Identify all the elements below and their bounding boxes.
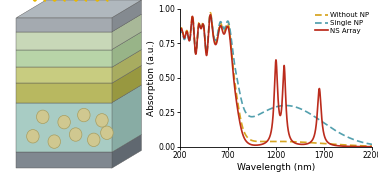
Polygon shape (17, 83, 112, 103)
Circle shape (101, 126, 113, 139)
Polygon shape (17, 103, 112, 152)
Polygon shape (17, 0, 141, 18)
Polygon shape (17, 18, 112, 32)
Circle shape (58, 115, 70, 129)
Circle shape (70, 128, 82, 141)
Polygon shape (112, 65, 141, 103)
Polygon shape (112, 14, 141, 50)
Circle shape (77, 108, 90, 122)
Circle shape (48, 135, 60, 148)
Y-axis label: Absorption (a.u.): Absorption (a.u.) (147, 40, 156, 116)
X-axis label: Wavelength (nm): Wavelength (nm) (237, 163, 315, 172)
Legend: Without NP, Single NP, NS Array: Without NP, Single NP, NS Array (315, 12, 369, 34)
Polygon shape (17, 32, 112, 50)
Polygon shape (112, 32, 141, 67)
Polygon shape (17, 152, 112, 168)
Polygon shape (17, 67, 112, 83)
Circle shape (96, 114, 108, 127)
Circle shape (37, 110, 49, 124)
Polygon shape (112, 85, 141, 152)
Polygon shape (112, 135, 141, 168)
Polygon shape (112, 50, 141, 83)
Circle shape (26, 130, 39, 143)
Polygon shape (17, 50, 112, 67)
Circle shape (87, 133, 100, 147)
Polygon shape (112, 0, 141, 32)
